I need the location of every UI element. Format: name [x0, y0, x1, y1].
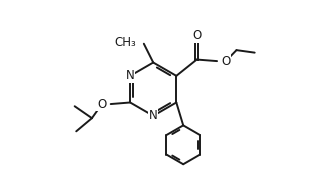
Text: O: O: [97, 98, 106, 111]
Text: O: O: [192, 29, 201, 42]
Text: O: O: [221, 55, 231, 68]
Text: CH₃: CH₃: [114, 36, 136, 49]
Text: N: N: [149, 109, 158, 122]
Text: N: N: [126, 69, 135, 82]
